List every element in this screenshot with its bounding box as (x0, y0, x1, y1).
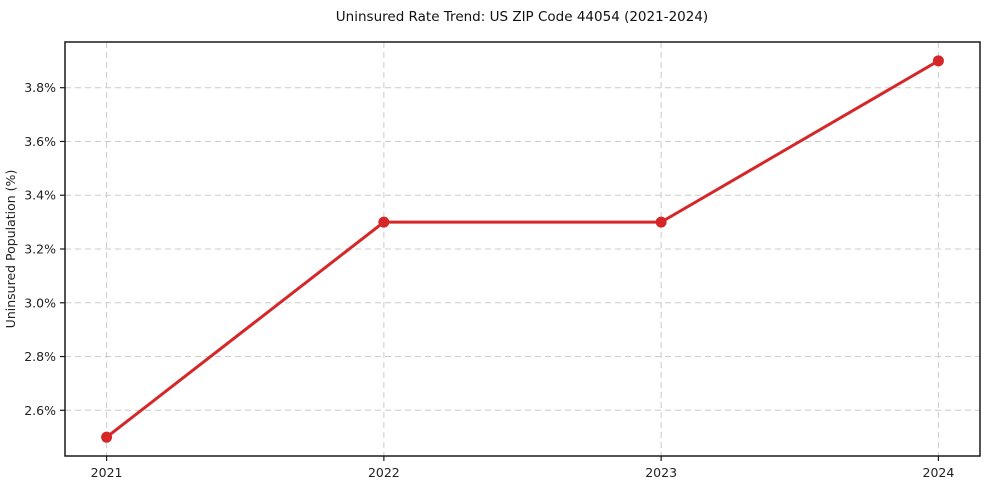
chart-title: Uninsured Rate Trend: US ZIP Code 44054 … (336, 9, 708, 25)
y-tick-label: 3.4% (24, 188, 56, 203)
plot-area: 2.6% 2.8% 3.0% 3.2% 3.4% 3.6% 3.8% 2021 2022 2023… (24, 41, 981, 480)
y-tick-label: 3.6% (24, 134, 56, 149)
y-tick-label: 3.0% (24, 295, 56, 310)
axes-border (64, 41, 981, 457)
data-point-marker (932, 55, 944, 67)
x-tick-label: 2021 (91, 465, 123, 480)
x-tick-label: 2023 (645, 465, 677, 480)
trend-line (105, 59, 940, 439)
y-tick-label: 2.8% (24, 349, 56, 364)
data-point-marker (101, 431, 113, 443)
x-tick-label: 2022 (368, 465, 400, 480)
data-point-marker (655, 216, 667, 228)
y-axis-label: Uninsured Population (%) (3, 170, 18, 329)
x-tick-label: 2024 (923, 465, 955, 480)
y-tick-label: 3.2% (24, 242, 56, 257)
y-tick-label: 3.8% (24, 80, 56, 95)
y-tick-label: 2.6% (24, 403, 56, 418)
data-point-marker (378, 216, 390, 228)
